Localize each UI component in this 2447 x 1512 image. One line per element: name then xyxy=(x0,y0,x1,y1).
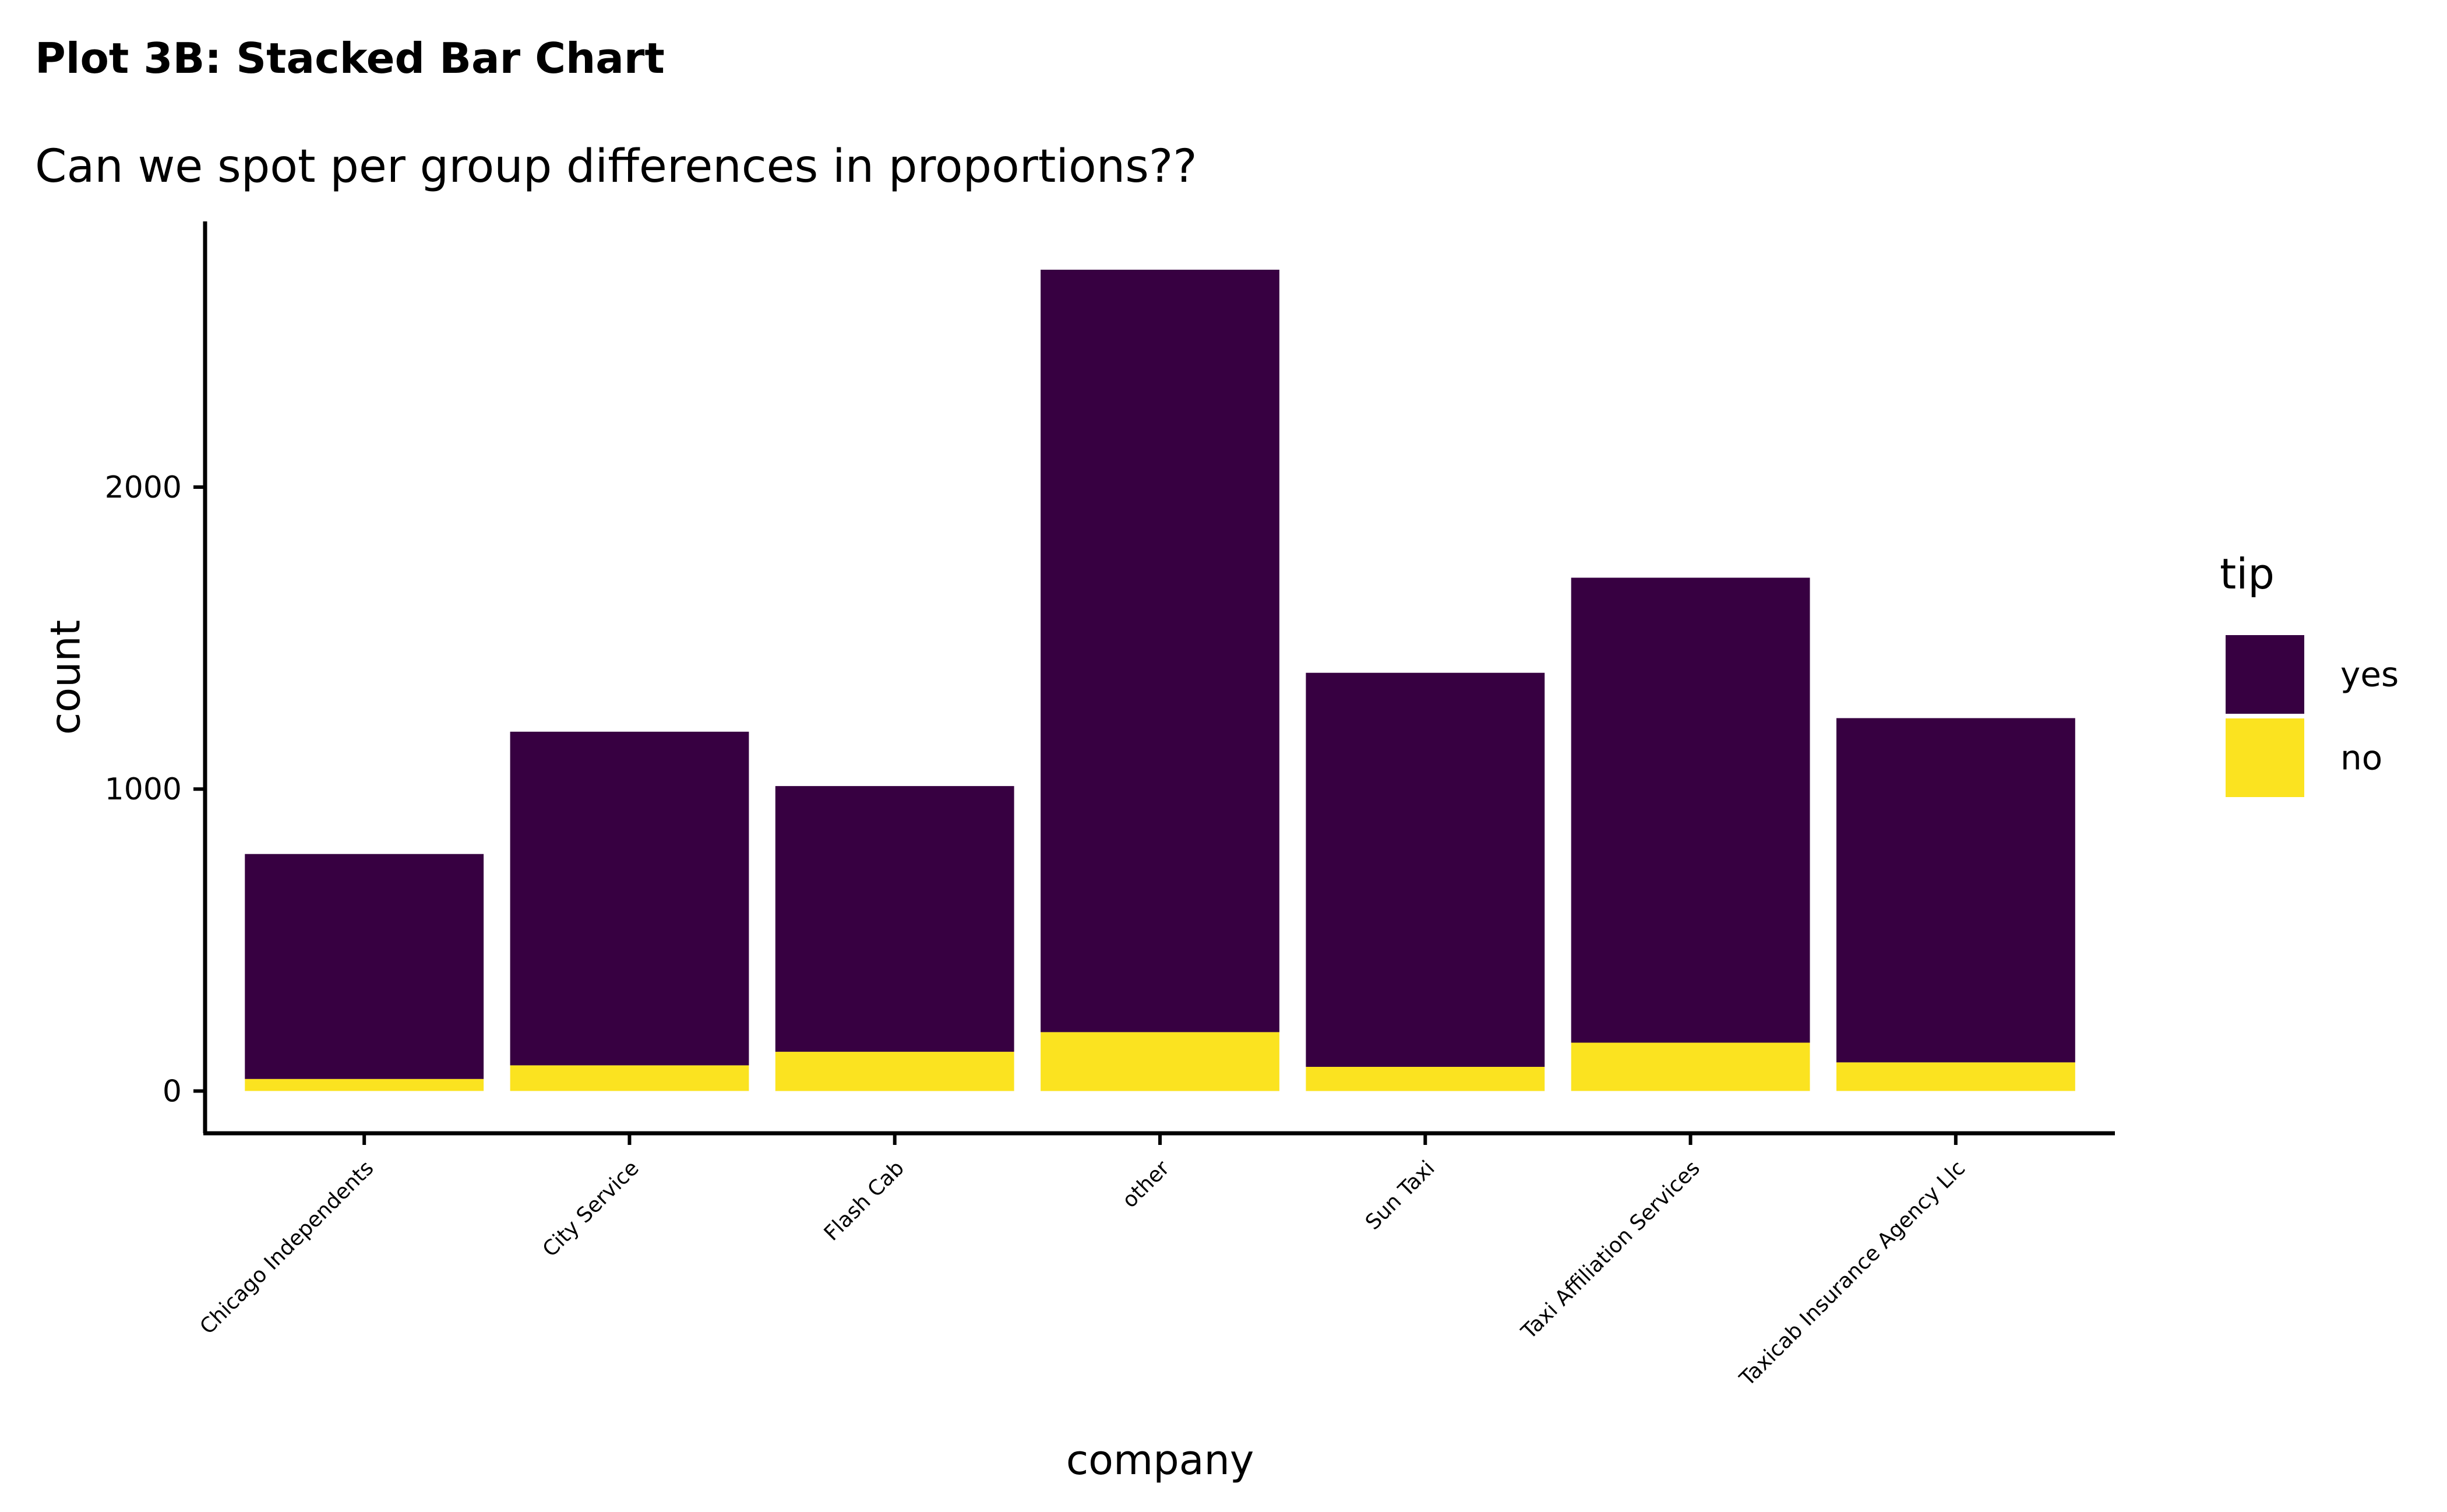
legend-key-yes xyxy=(2226,635,2304,714)
legend: tip yes no xyxy=(2220,549,2399,797)
bar-chicago-independents-no xyxy=(245,1079,484,1091)
y-tick-label-0: 0 xyxy=(163,1074,182,1109)
x-tick-label-other: other xyxy=(1118,1156,1175,1213)
x-tick-label-city-service: City Service xyxy=(538,1156,644,1261)
legend-title: tip xyxy=(2220,549,2275,598)
x-tick-label-taxi-affiliation-services: Taxi Affiliation Services xyxy=(1517,1156,1705,1344)
chart-subtitle: Can we spot per group differences in pro… xyxy=(35,140,1197,193)
bar-taxicab-insurance-agency-llc-no xyxy=(1836,1062,2075,1091)
legend-label-no: no xyxy=(2340,738,2382,778)
legend-label-yes: yes xyxy=(2340,655,2399,695)
bar-taxi-affiliation-services-no xyxy=(1571,1042,1810,1091)
plot-area xyxy=(245,269,2075,1091)
chart-title: Plot 3B: Stacked Bar Chart xyxy=(35,34,665,83)
x-tick-label-flash-cab: Flash Cab xyxy=(820,1156,909,1245)
x-tick-label-chicago-independents: Chicago Independents xyxy=(196,1156,379,1339)
bar-other-no xyxy=(1041,1032,1279,1091)
bar-other-yes xyxy=(1041,269,1279,1032)
bar-city-service-no xyxy=(510,1065,749,1091)
bar-flash-cab-no xyxy=(775,1052,1014,1091)
y-tick-label-2000: 2000 xyxy=(105,470,182,505)
bar-taxi-affiliation-services-yes xyxy=(1571,577,1810,1043)
bar-flash-cab-yes xyxy=(775,786,1014,1052)
bar-sun-taxi-yes xyxy=(1306,672,1545,1067)
bar-chicago-independents-yes xyxy=(245,854,484,1079)
y-axis-title: count xyxy=(42,620,90,735)
bar-sun-taxi-no xyxy=(1306,1067,1545,1091)
y-tick-label-1000: 1000 xyxy=(105,772,182,807)
x-tick-label-sun-taxi: Sun Taxi xyxy=(1361,1156,1440,1235)
legend-key-no xyxy=(2226,718,2304,797)
x-axis-title: company xyxy=(1066,1436,1254,1484)
x-tick-label-taxicab-insurance-agency-llc: Taxicab Insurance Agency Llc xyxy=(1735,1156,1970,1391)
bar-taxicab-insurance-agency-llc-yes xyxy=(1836,718,2075,1063)
bar-city-service-yes xyxy=(510,731,749,1066)
